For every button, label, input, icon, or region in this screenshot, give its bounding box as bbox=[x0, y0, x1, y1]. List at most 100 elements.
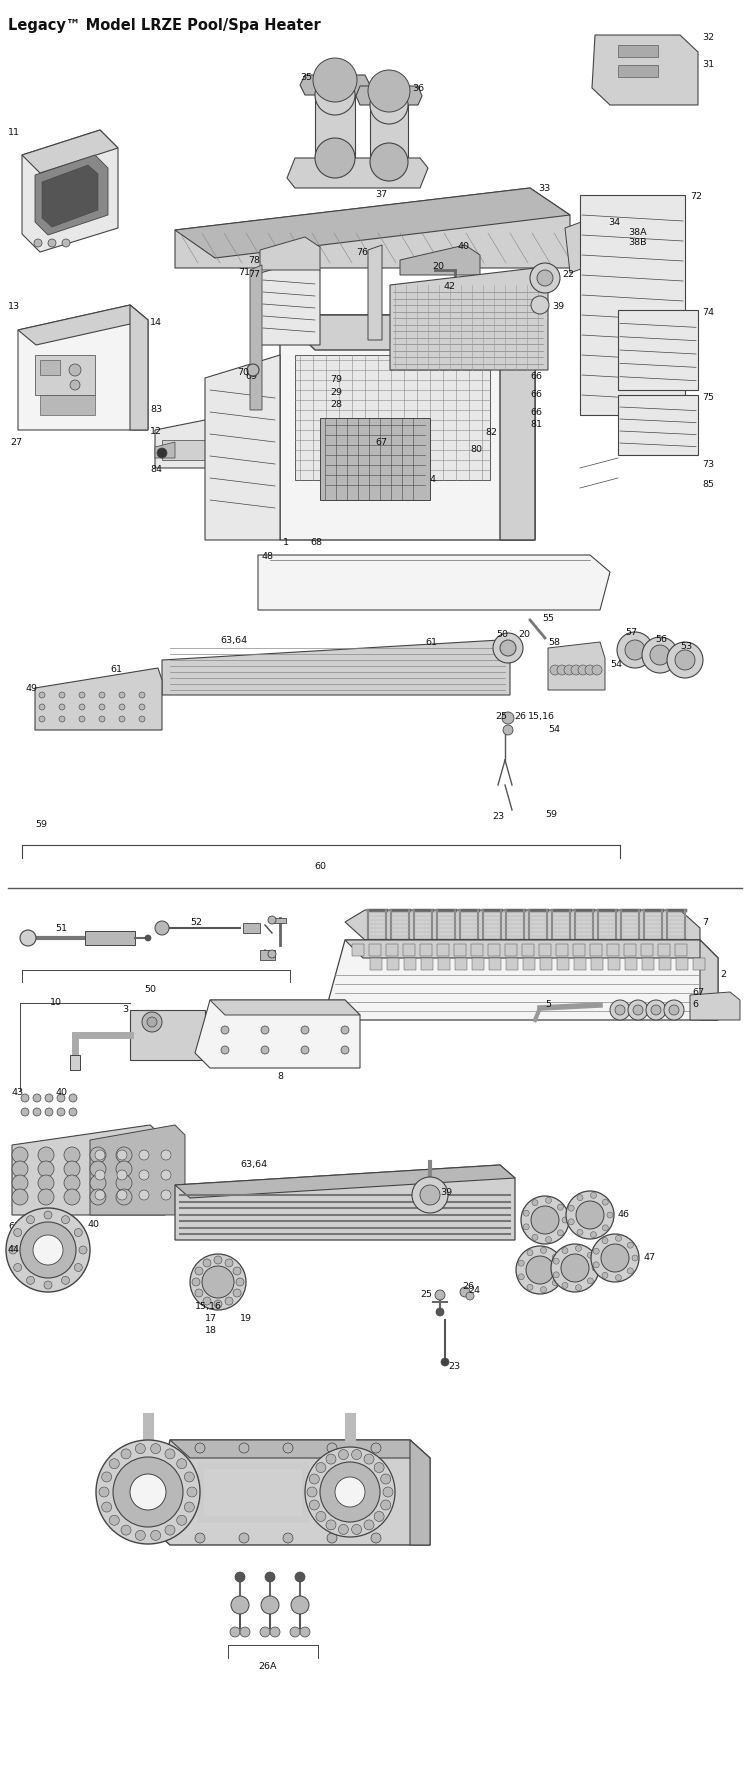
Circle shape bbox=[225, 1298, 233, 1305]
Polygon shape bbox=[287, 158, 428, 188]
Circle shape bbox=[161, 1189, 171, 1200]
Polygon shape bbox=[592, 36, 698, 105]
Polygon shape bbox=[618, 395, 698, 455]
Circle shape bbox=[69, 364, 81, 375]
Circle shape bbox=[99, 1486, 109, 1497]
Circle shape bbox=[460, 1287, 470, 1296]
Polygon shape bbox=[22, 130, 118, 172]
Circle shape bbox=[12, 1147, 28, 1163]
Circle shape bbox=[26, 1277, 35, 1284]
Circle shape bbox=[341, 1045, 349, 1054]
Text: 5: 5 bbox=[545, 999, 551, 1008]
Circle shape bbox=[9, 1246, 17, 1253]
Text: 40: 40 bbox=[88, 1220, 100, 1229]
Text: 79: 79 bbox=[330, 375, 342, 384]
Polygon shape bbox=[641, 944, 653, 957]
Circle shape bbox=[587, 1278, 593, 1284]
Circle shape bbox=[374, 1463, 384, 1472]
Text: 34: 34 bbox=[608, 219, 620, 228]
Polygon shape bbox=[488, 944, 500, 957]
Text: 70: 70 bbox=[237, 368, 249, 377]
Polygon shape bbox=[370, 958, 382, 971]
Circle shape bbox=[577, 1229, 583, 1236]
Circle shape bbox=[177, 1458, 186, 1469]
Circle shape bbox=[518, 1273, 524, 1280]
Circle shape bbox=[646, 999, 666, 1021]
Polygon shape bbox=[195, 999, 360, 1069]
Circle shape bbox=[602, 1225, 608, 1230]
Circle shape bbox=[247, 364, 259, 375]
Circle shape bbox=[95, 1150, 105, 1159]
Circle shape bbox=[569, 1220, 575, 1225]
Polygon shape bbox=[42, 165, 98, 228]
Text: 43: 43 bbox=[568, 1264, 580, 1275]
Text: 59: 59 bbox=[35, 820, 47, 829]
Circle shape bbox=[74, 1229, 82, 1236]
Circle shape bbox=[552, 1280, 558, 1285]
Circle shape bbox=[301, 1026, 309, 1035]
Circle shape bbox=[38, 1175, 54, 1191]
Polygon shape bbox=[591, 958, 603, 971]
Text: 69: 69 bbox=[245, 372, 257, 380]
Circle shape bbox=[99, 717, 105, 722]
Text: 12: 12 bbox=[150, 427, 162, 436]
Text: 55: 55 bbox=[542, 613, 554, 622]
Circle shape bbox=[95, 1170, 105, 1181]
Circle shape bbox=[177, 1515, 186, 1526]
Text: 57: 57 bbox=[625, 628, 637, 637]
Circle shape bbox=[518, 1261, 524, 1266]
Polygon shape bbox=[658, 944, 670, 957]
Polygon shape bbox=[35, 155, 108, 235]
Text: 36: 36 bbox=[412, 84, 424, 92]
Circle shape bbox=[615, 1005, 625, 1015]
Text: 6: 6 bbox=[692, 999, 698, 1008]
Polygon shape bbox=[300, 75, 370, 94]
Polygon shape bbox=[437, 944, 449, 957]
Circle shape bbox=[625, 640, 645, 660]
Text: 84: 84 bbox=[150, 466, 162, 475]
Polygon shape bbox=[130, 306, 148, 430]
Circle shape bbox=[561, 1253, 589, 1282]
Polygon shape bbox=[370, 105, 408, 162]
Polygon shape bbox=[590, 944, 602, 957]
Polygon shape bbox=[35, 669, 162, 731]
Circle shape bbox=[45, 1093, 53, 1102]
Text: 29: 29 bbox=[330, 388, 342, 396]
Polygon shape bbox=[421, 958, 433, 971]
Text: 66: 66 bbox=[530, 407, 542, 418]
Circle shape bbox=[602, 1198, 608, 1205]
Circle shape bbox=[523, 1211, 529, 1216]
Polygon shape bbox=[472, 958, 484, 971]
Text: 14: 14 bbox=[150, 318, 162, 327]
Circle shape bbox=[221, 1026, 229, 1035]
Text: 66: 66 bbox=[530, 372, 542, 380]
Circle shape bbox=[587, 1252, 593, 1259]
Circle shape bbox=[650, 645, 670, 665]
Circle shape bbox=[557, 1204, 563, 1211]
Circle shape bbox=[307, 1486, 317, 1497]
Polygon shape bbox=[260, 236, 320, 270]
Circle shape bbox=[320, 1462, 380, 1522]
Text: 53: 53 bbox=[680, 642, 692, 651]
Polygon shape bbox=[280, 315, 535, 541]
Circle shape bbox=[261, 1045, 269, 1054]
Text: 26A: 26A bbox=[259, 1662, 277, 1671]
Circle shape bbox=[664, 999, 684, 1021]
Polygon shape bbox=[155, 407, 275, 468]
Text: 32: 32 bbox=[702, 34, 714, 43]
Circle shape bbox=[113, 1456, 183, 1527]
Circle shape bbox=[591, 1234, 639, 1282]
Circle shape bbox=[44, 1211, 52, 1220]
Text: 18: 18 bbox=[205, 1326, 217, 1335]
Text: 27: 27 bbox=[10, 437, 22, 446]
Circle shape bbox=[150, 1444, 161, 1454]
Polygon shape bbox=[210, 999, 360, 1015]
Text: 76: 76 bbox=[356, 247, 368, 258]
Circle shape bbox=[552, 1253, 558, 1261]
Circle shape bbox=[62, 1277, 69, 1284]
Circle shape bbox=[139, 717, 145, 722]
Polygon shape bbox=[454, 944, 466, 957]
Circle shape bbox=[526, 1255, 554, 1284]
Circle shape bbox=[327, 1444, 337, 1453]
Circle shape bbox=[161, 1170, 171, 1181]
